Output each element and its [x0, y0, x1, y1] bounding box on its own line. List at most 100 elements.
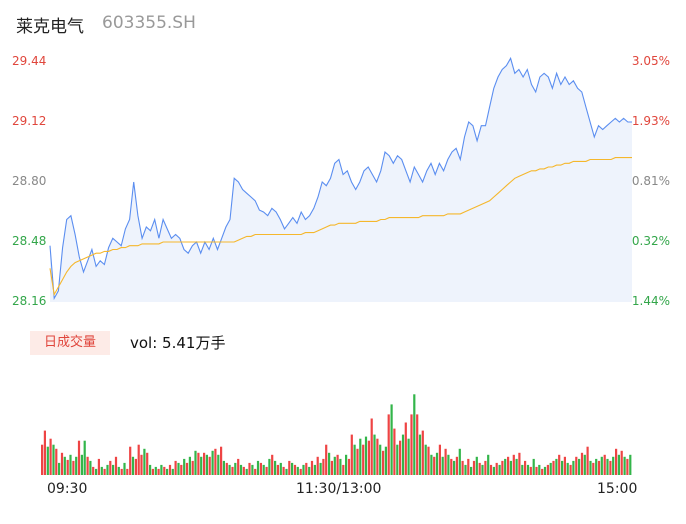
- volume-bar: [310, 460, 314, 475]
- volume-bar: [288, 460, 291, 475]
- volume-bar: [203, 452, 206, 475]
- volume-bar: [254, 468, 257, 475]
- volume-bar: [393, 428, 396, 475]
- volume-bar: [60, 452, 64, 475]
- volume-bar: [566, 462, 569, 475]
- volume-bar: [282, 466, 285, 475]
- price-area-fill: [50, 58, 632, 302]
- y-tick-label-left: 29.44: [12, 54, 47, 68]
- volume-bar: [575, 456, 578, 475]
- volume-bar: [302, 464, 305, 475]
- volume-bar: [276, 464, 279, 475]
- volume-bar: [328, 452, 331, 475]
- volume-bar: [447, 454, 450, 475]
- volume-bar: [80, 454, 83, 475]
- volume-bar: [299, 468, 302, 475]
- volume-bar: [274, 460, 277, 475]
- volume-bar: [586, 446, 589, 475]
- volume-bar: [194, 450, 197, 475]
- volume-bar: [515, 458, 518, 475]
- volume-bar: [458, 448, 461, 475]
- volume-bar: [259, 462, 262, 475]
- volume-bar: [222, 460, 225, 475]
- volume-bar: [495, 462, 498, 475]
- volume-bar: [322, 458, 325, 475]
- volume-bar: [507, 456, 510, 475]
- volume-bar: [316, 456, 319, 475]
- volume-bar: [191, 460, 194, 475]
- volume-bar: [330, 460, 333, 475]
- volume-bar: [271, 454, 274, 475]
- volume-bar: [535, 466, 538, 475]
- volume-bar: [521, 464, 524, 475]
- volume-bar: [373, 434, 376, 475]
- volume-bar: [396, 444, 399, 475]
- volume-bar: [97, 458, 100, 475]
- volume-bar: [92, 466, 95, 475]
- volume-bar: [626, 458, 629, 475]
- volume-bar: [157, 468, 160, 475]
- volume-bar: [106, 464, 109, 475]
- volume-bar: [308, 466, 311, 475]
- volume-bar: [543, 466, 547, 475]
- volume-bar: [188, 456, 191, 475]
- volume-bar: [356, 448, 359, 475]
- volume-bar: [526, 464, 530, 475]
- volume-bar: [404, 422, 407, 475]
- volume-bar: [160, 464, 163, 475]
- volume-bar: [609, 460, 612, 475]
- volume-bar: [83, 440, 86, 475]
- volume-bar: [558, 454, 561, 475]
- volume-bar: [583, 454, 586, 475]
- volume-bar: [541, 468, 544, 475]
- volume-bar: [478, 462, 481, 475]
- volume-bar: [237, 458, 240, 475]
- volume-bar: [580, 452, 584, 475]
- volume-bar: [382, 450, 385, 475]
- volume-bar: [214, 448, 217, 475]
- volume-bar: [134, 458, 137, 475]
- volume-bar: [504, 458, 507, 475]
- volume-bar: [529, 466, 532, 475]
- volume-bar: [137, 444, 140, 475]
- volume-bar: [49, 438, 52, 475]
- volume-bar: [228, 464, 231, 475]
- y-tick-label-right: 0.81%: [631, 174, 670, 188]
- volume-bar: [66, 459, 69, 475]
- volume-bar: [245, 468, 248, 475]
- volume-bar: [285, 468, 288, 475]
- volume-bar: [376, 438, 379, 475]
- volume-bar: [350, 434, 353, 475]
- volume-bar: [430, 454, 433, 475]
- volume-bar: [353, 444, 356, 475]
- volume-bar: [606, 458, 609, 475]
- volume-bar: [475, 456, 478, 475]
- volume-bar: [163, 466, 166, 475]
- stock-name: 莱克电气: [16, 17, 84, 37]
- volume-bar: [171, 468, 174, 475]
- volume-bar: [413, 394, 416, 475]
- volume-bar: [390, 404, 393, 475]
- volume-bar: [512, 454, 515, 475]
- volume-bar: [180, 464, 183, 475]
- volume-bar: [339, 458, 342, 475]
- volume-bar: [333, 456, 336, 475]
- tab-daily-volume[interactable]: 日成交量: [30, 331, 110, 355]
- volume-bar: [262, 464, 265, 475]
- stock-code: 603355.SH: [102, 13, 196, 33]
- volume-bar: [305, 462, 308, 475]
- volume-bar: [117, 466, 120, 475]
- volume-bar: [46, 446, 49, 475]
- volume-bar: [143, 448, 146, 475]
- volume-bar: [58, 462, 61, 475]
- volume-bar: [518, 452, 521, 475]
- volume-bar: [484, 460, 487, 475]
- avg-price-line: [49, 157, 632, 297]
- volume-bar: [467, 458, 470, 475]
- y-tick-label-right: -1.44%: [627, 294, 670, 308]
- volume-bar: [239, 464, 243, 475]
- volume-bar: [234, 462, 237, 475]
- volume-bar: [86, 456, 89, 475]
- volume-bar: [63, 456, 66, 475]
- y-tick-label-left: 28.16: [12, 294, 47, 308]
